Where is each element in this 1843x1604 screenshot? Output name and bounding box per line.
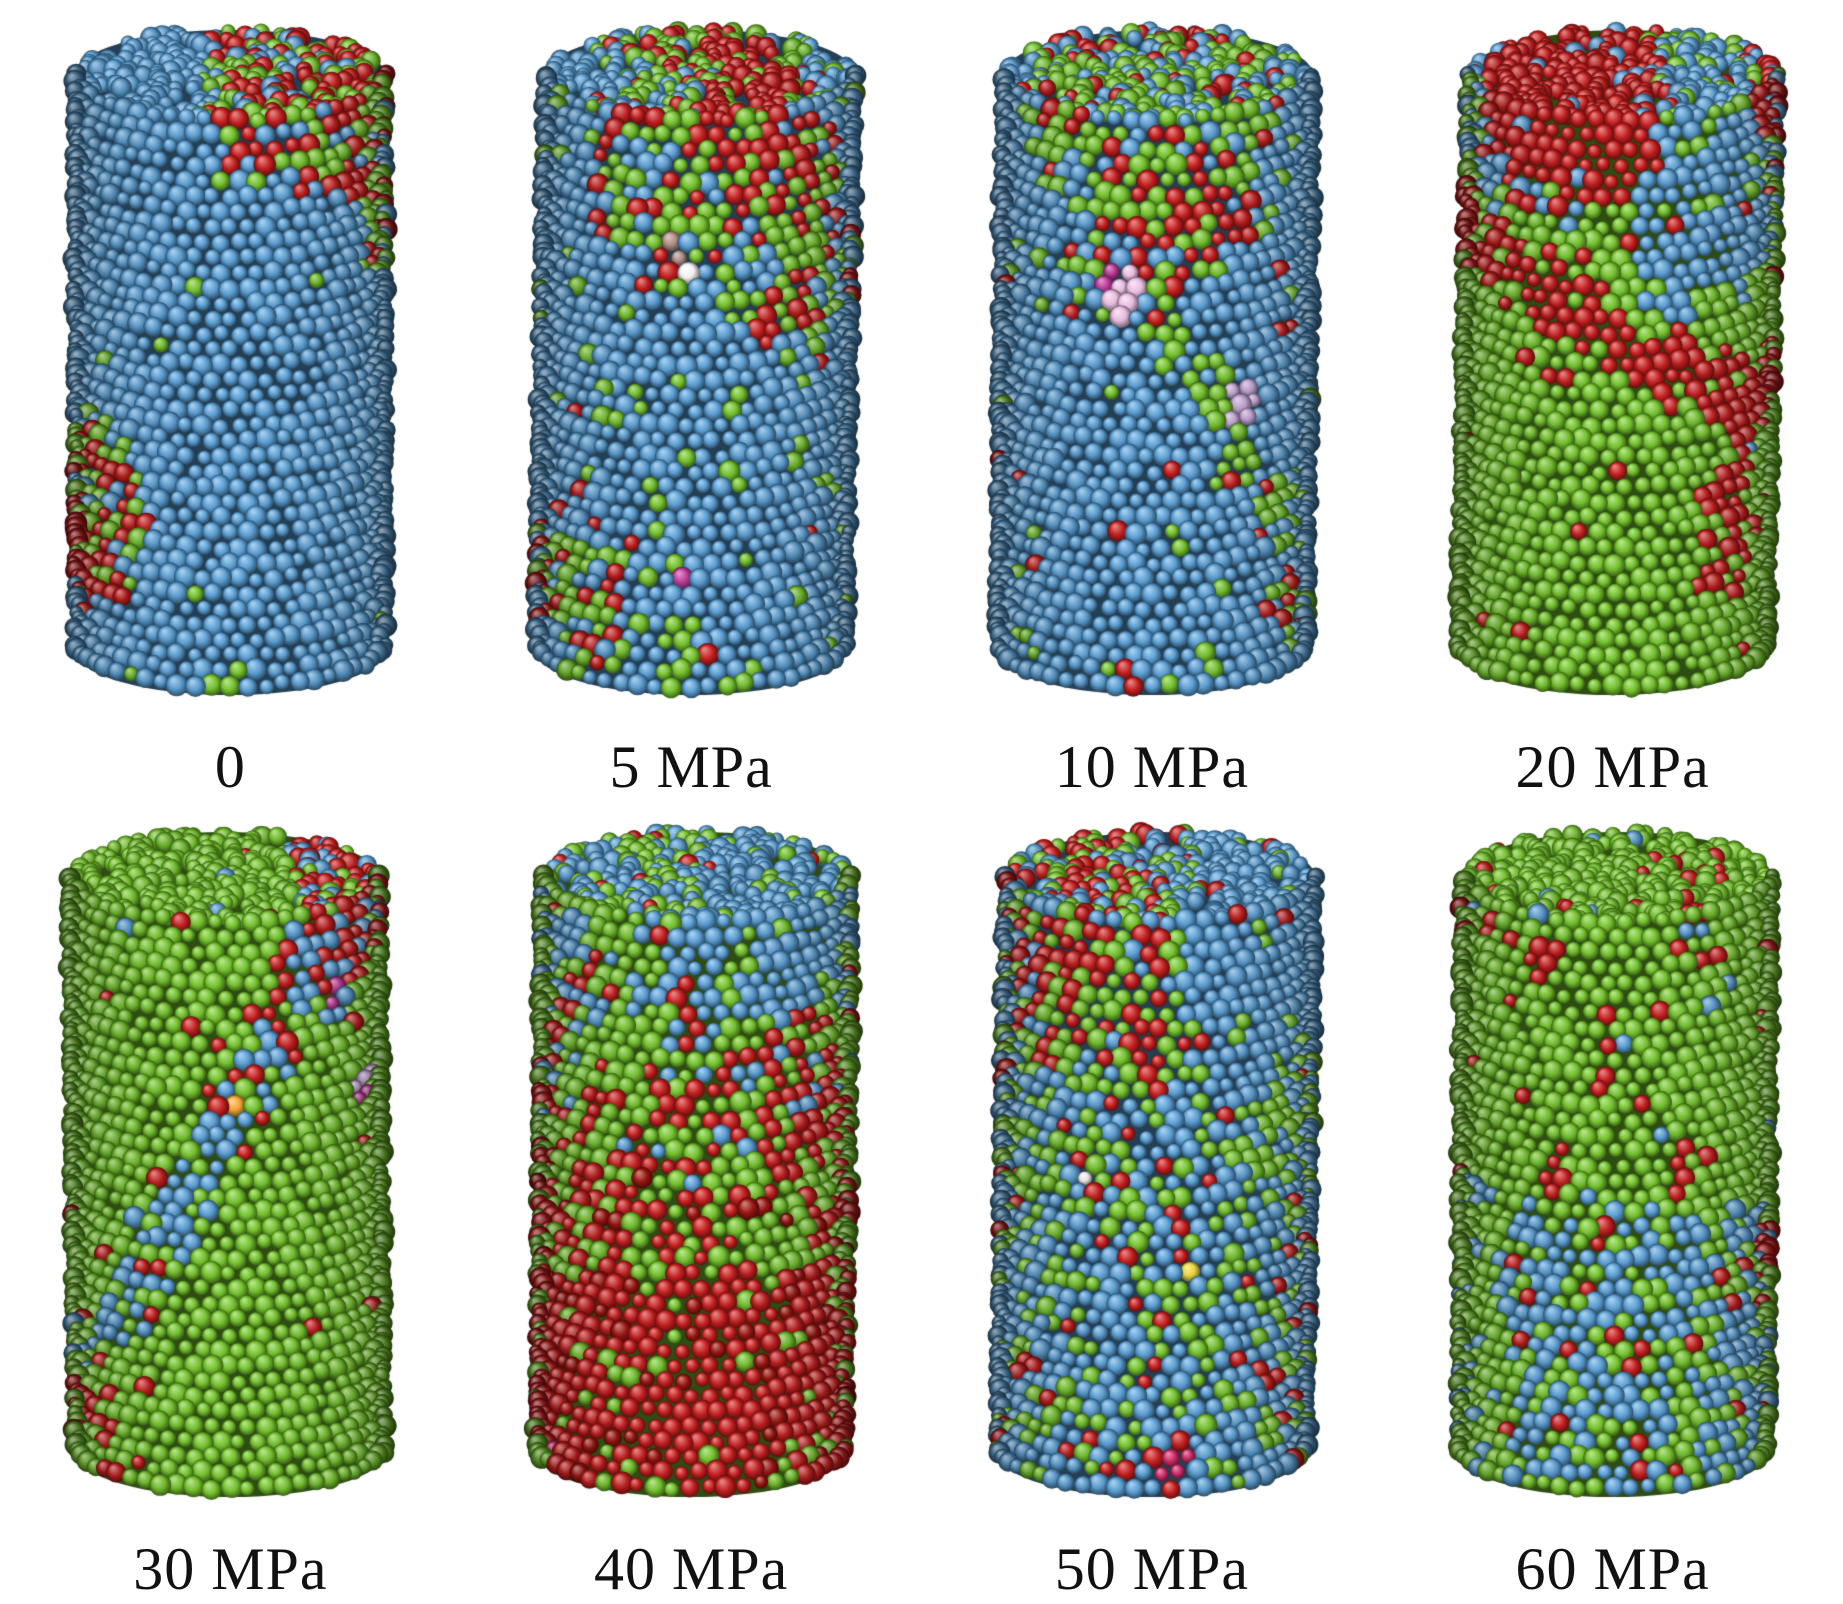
specimen-panel-7: 60 MPa — [1382, 802, 1843, 1604]
specimen-panel-4: 30 MPa — [0, 802, 461, 1604]
specimen-panel-3: 20 MPa — [1382, 0, 1843, 802]
specimen-canvas-7 — [1382, 802, 1843, 1540]
specimen-canvas-5 — [461, 802, 922, 1540]
pressure-label-7: 60 MPa — [1515, 1536, 1710, 1602]
pressure-label-5: 40 MPa — [593, 1536, 789, 1602]
specimen-panel-6: 50 MPa — [921, 802, 1383, 1604]
pressure-label-2: 10 MPa — [1054, 734, 1250, 800]
specimen-canvas-2 — [921, 0, 1382, 738]
specimen-canvas-0 — [0, 0, 461, 738]
specimen-canvas-4 — [0, 802, 461, 1540]
specimen-canvas-3 — [1382, 0, 1843, 738]
pressure-label-1: 5 MPa — [609, 734, 773, 800]
specimen-panel-1: 5 MPa — [461, 0, 922, 802]
pressure-label-6: 50 MPa — [1054, 1536, 1250, 1602]
pressure-label-3: 20 MPa — [1515, 734, 1710, 800]
specimen-canvas-6 — [921, 802, 1382, 1540]
specimen-panel-2: 10 MPa — [921, 0, 1383, 802]
specimen-canvas-1 — [461, 0, 922, 738]
pressure-label-4: 30 MPa — [133, 1536, 328, 1602]
pressure-label-0: 0 — [214, 734, 246, 800]
specimen-panel-0: 0 — [0, 0, 461, 802]
specimen-panel-5: 40 MPa — [461, 802, 922, 1604]
